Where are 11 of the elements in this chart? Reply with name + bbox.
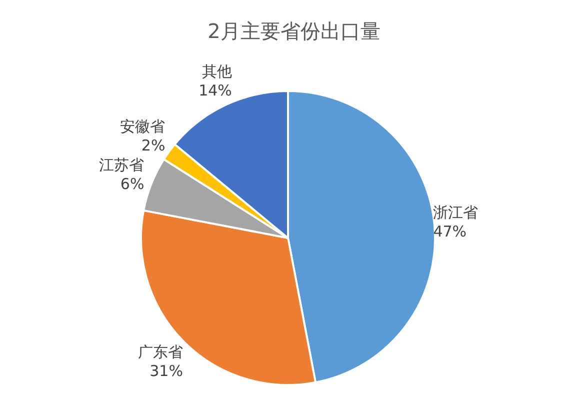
chart-title: 2月主要省份出口量 [208,19,380,43]
slice-label: 其他 [202,62,232,81]
slice-label: 广东省 [138,343,183,362]
data-label: 31% [150,362,183,380]
data-label: 6% [120,174,144,193]
slice-label: 浙江省 [433,204,478,222]
slice-label: 安徽省 [120,118,166,136]
data-label: 2% [141,136,166,155]
data-label: 47% [433,222,467,241]
slice-label: 江苏省 [99,156,144,174]
data-label: 14% [198,82,232,100]
